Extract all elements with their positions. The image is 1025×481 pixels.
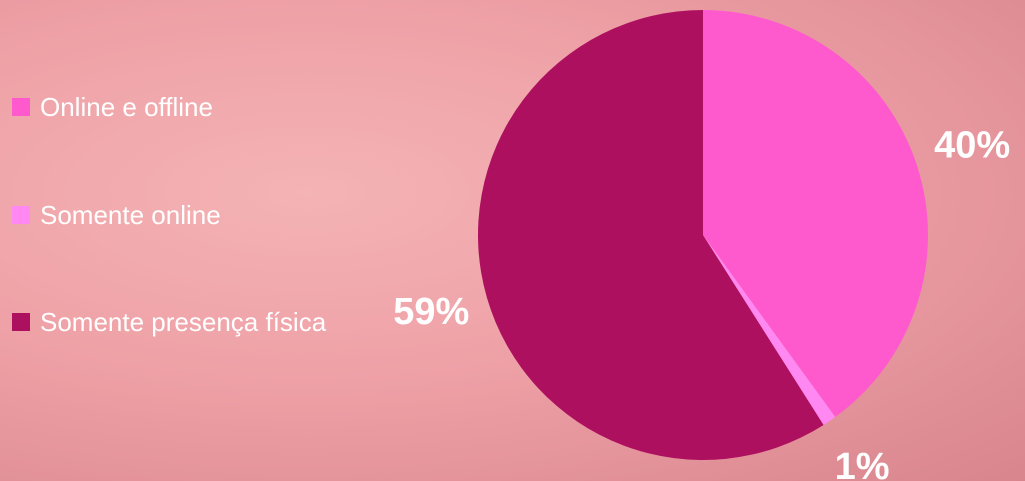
pie-slice [477, 10, 824, 460]
data-label: 40% [934, 125, 1010, 167]
legend-label: Somente online [40, 200, 221, 230]
pie-slice [703, 10, 929, 418]
data-label: 59% [393, 291, 469, 333]
legend-item: Somente presença física [12, 302, 342, 342]
data-label: 1% [835, 446, 890, 481]
legend-swatch [12, 313, 30, 331]
legend-label: Somente presença física [40, 307, 327, 337]
legend-item: Online e offline [12, 87, 342, 127]
legend-label: Online e offline [40, 92, 213, 122]
legend-swatch [12, 98, 30, 116]
legend-item: Somente online [12, 195, 342, 235]
legend-swatch [12, 206, 30, 224]
pie-slice [703, 235, 836, 425]
